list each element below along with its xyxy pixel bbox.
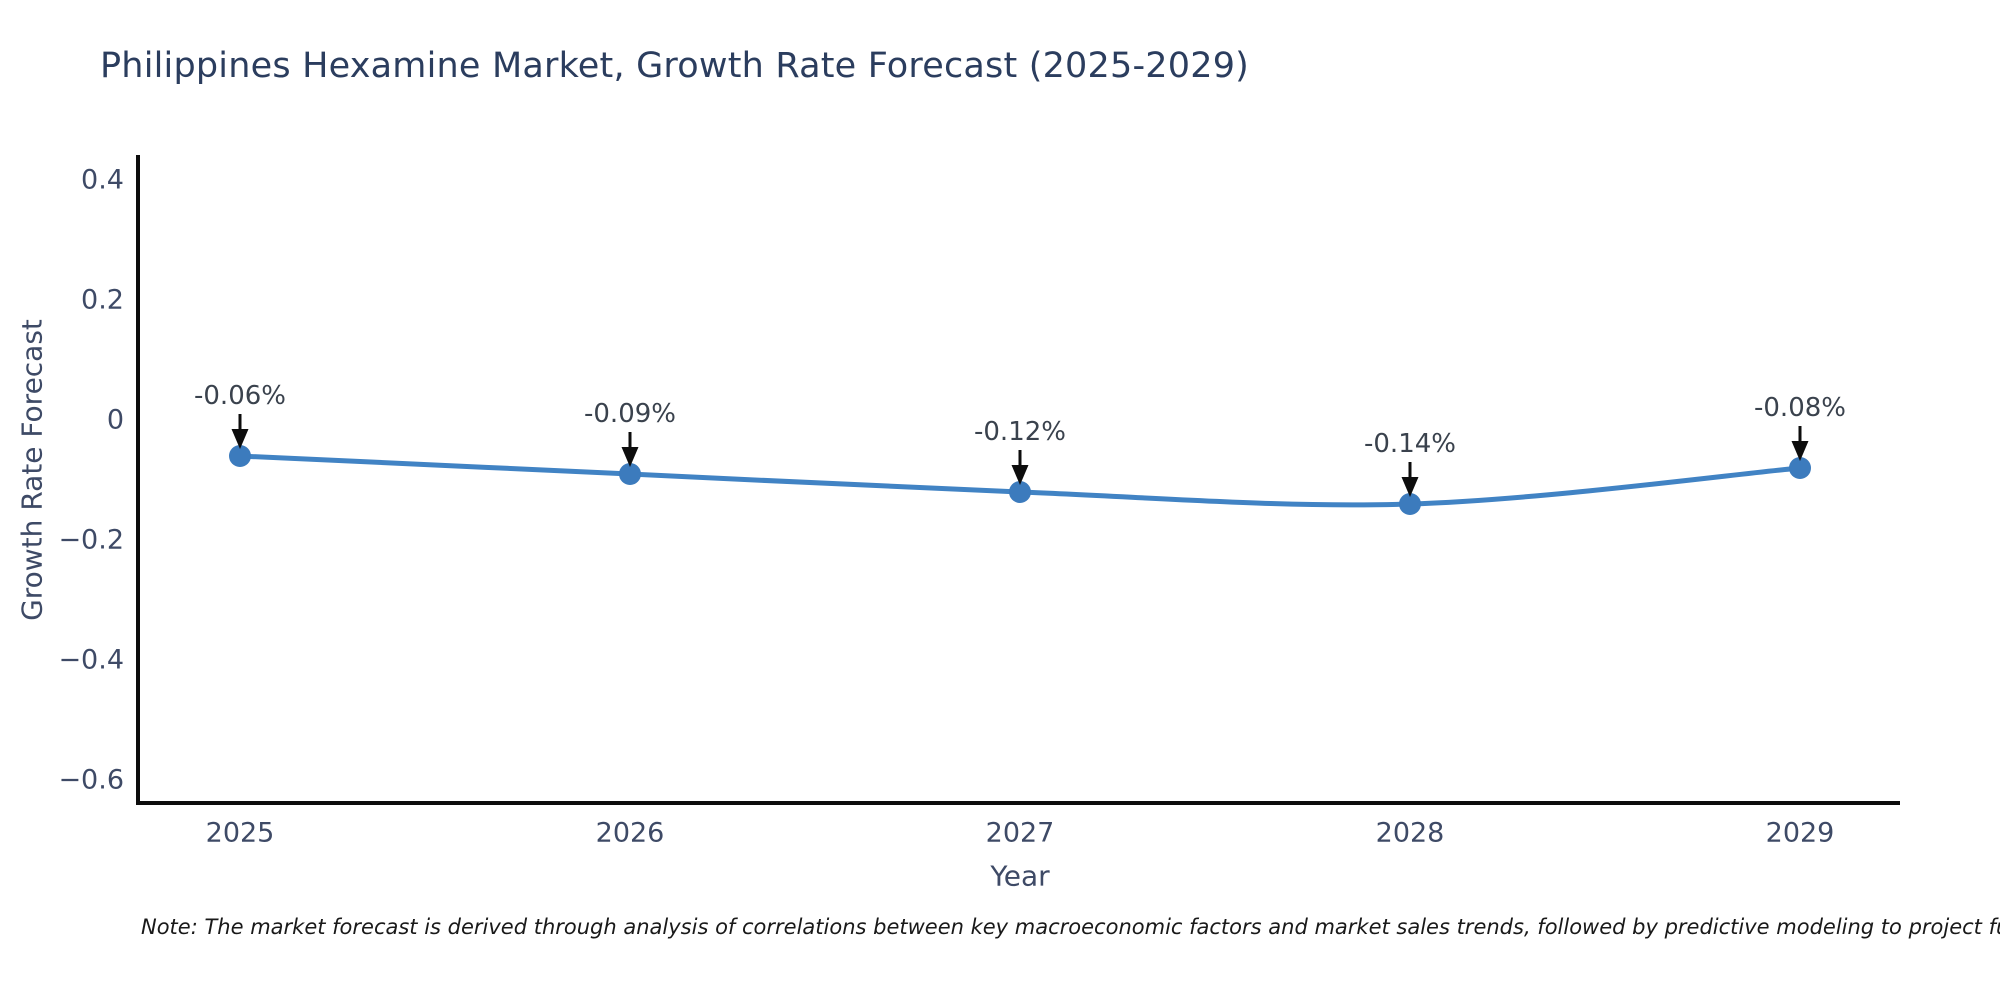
annotation-arrowhead xyxy=(231,429,249,449)
x-tick-label: 2028 xyxy=(1376,818,1445,849)
y-tick-label: 0 xyxy=(107,405,124,436)
y-axis-title: Growth Rate Forecast xyxy=(16,319,49,621)
data-point-marker xyxy=(1009,481,1031,503)
y-tick-label: −0.6 xyxy=(58,765,124,796)
data-point-marker xyxy=(229,445,251,467)
data-point-marker xyxy=(619,463,641,485)
x-tick-label: 2029 xyxy=(1766,818,1835,849)
chart-title: Philippines Hexamine Market, Growth Rate… xyxy=(100,46,1250,86)
y-tick-label: 0.2 xyxy=(81,285,124,316)
x-tick-label: 2025 xyxy=(206,818,275,849)
annotation-arrowhead xyxy=(1791,441,1809,461)
annotation-label: -0.09% xyxy=(584,399,676,429)
annotation-label: -0.14% xyxy=(1364,429,1456,459)
y-tick-label: −0.4 xyxy=(58,645,124,676)
annotation-label: -0.06% xyxy=(194,381,286,411)
x-axis-title: Year xyxy=(989,860,1050,893)
annotation-arrowhead xyxy=(621,447,639,467)
data-point-marker xyxy=(1789,457,1811,479)
annotation-label: -0.08% xyxy=(1754,393,1846,423)
x-tick-label: 2026 xyxy=(596,818,665,849)
annotation-label: -0.12% xyxy=(974,417,1066,447)
annotation-arrowhead xyxy=(1401,477,1419,497)
chart-note: Note: The market forecast is derived thr… xyxy=(141,915,2000,939)
data-point-marker xyxy=(1399,493,1421,515)
y-tick-label: −0.2 xyxy=(58,525,124,556)
annotation-arrowhead xyxy=(1011,465,1029,485)
x-tick-label: 2027 xyxy=(986,818,1055,849)
y-tick-label: 0.4 xyxy=(81,165,124,196)
